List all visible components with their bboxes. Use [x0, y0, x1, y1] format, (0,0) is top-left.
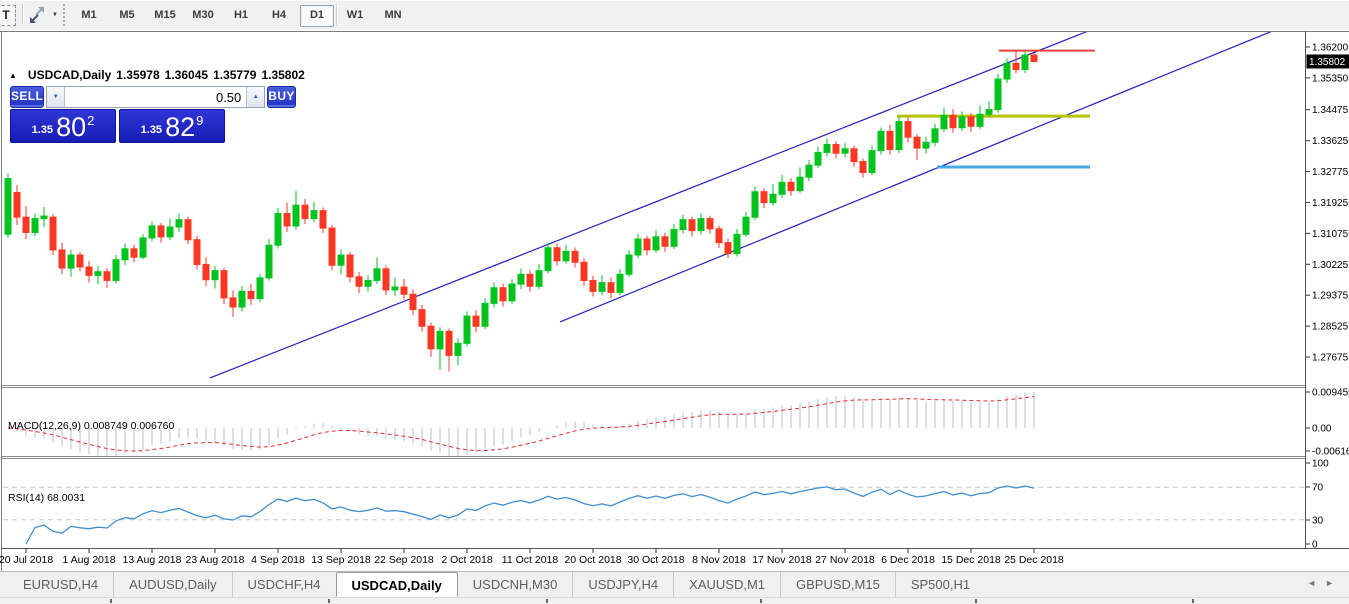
volume-input[interactable]: [65, 87, 246, 107]
buy-pips: 82: [165, 116, 195, 139]
svg-text:15 Dec 2018: 15 Dec 2018: [941, 554, 1001, 566]
tab-sp500-h1[interactable]: SP500,H1: [895, 572, 985, 597]
svg-text:1.35350: 1.35350: [1312, 73, 1349, 84]
svg-text:4 Sep 2018: 4 Sep 2018: [251, 554, 305, 566]
sell-price-panel[interactable]: 1.35 80 2: [10, 109, 116, 143]
top-toolbar: T ▼ M1 M5 M15 M30 H1 H4 D1 W1 MN: [0, 0, 1349, 31]
timeframe-mn[interactable]: MN: [376, 5, 410, 27]
svg-text:1.31075: 1.31075: [1312, 229, 1349, 240]
volume-increase-icon[interactable]: ▲: [246, 87, 264, 107]
svg-text:-0.006169: -0.006169: [1312, 447, 1349, 458]
svg-text:30 Oct 2018: 30 Oct 2018: [627, 554, 684, 566]
svg-text:20 Jul 2018: 20 Jul 2018: [0, 554, 53, 566]
timeframe-m30[interactable]: M30: [186, 5, 220, 27]
buy-button[interactable]: BUY: [267, 86, 296, 108]
volume-spinner: ▼ ▲: [46, 86, 265, 108]
tab-usdcnh-m30[interactable]: USDCNH,M30: [458, 572, 573, 597]
tab-usdjpy-h4[interactable]: USDJPY,H4: [572, 572, 673, 597]
chart-ohlc-title: ▲ USDCAD,Daily 1.35978 1.36045 1.35779 1.3580…: [9, 68, 305, 82]
sell-pips: 80: [56, 116, 86, 139]
timeframe-buttons: M1 M5 M15 M30 H1 H4 D1 W1 MN: [72, 5, 410, 27]
svg-text:0.00: 0.00: [1312, 424, 1332, 435]
timeframe-m5[interactable]: M5: [110, 5, 144, 27]
svg-text:27 Nov 2018: 27 Nov 2018: [815, 554, 875, 566]
ohlc-low: 1.35779: [213, 68, 256, 82]
svg-text:13 Aug 2018: 13 Aug 2018: [123, 554, 182, 566]
svg-text:1.36200: 1.36200: [1312, 43, 1349, 54]
tab-xauusd-m1[interactable]: XAUUSD,M1: [673, 572, 780, 597]
strip-divider: [760, 599, 762, 603]
svg-text:23 Aug 2018: 23 Aug 2018: [186, 554, 245, 566]
timeframe-m15[interactable]: M15: [148, 5, 182, 27]
tab-scroll-right-icon[interactable]: ►: [1325, 578, 1343, 588]
tab-audusd-daily[interactable]: AUDUSD,Daily: [113, 572, 231, 597]
svg-text:1.29375: 1.29375: [1312, 291, 1349, 302]
timeframe-w1[interactable]: W1: [338, 5, 372, 27]
svg-text:1.30225: 1.30225: [1312, 260, 1349, 271]
strip-divider: [328, 599, 330, 603]
strip-divider: [110, 599, 112, 603]
volume-decrease-icon[interactable]: ▼: [47, 87, 65, 107]
svg-text:100: 100: [1312, 459, 1329, 470]
tab-gbpusd-m15[interactable]: GBPUSD,M15: [780, 572, 895, 597]
arrange-arrows-icon: [28, 5, 46, 25]
svg-text:20 Oct 2018: 20 Oct 2018: [564, 554, 621, 566]
svg-text:1 Aug 2018: 1 Aug 2018: [62, 554, 115, 566]
svg-text:6 Dec 2018: 6 Dec 2018: [881, 554, 935, 566]
arrange-charts-button[interactable]: ▼: [28, 5, 58, 25]
svg-text:0.009459: 0.009459: [1312, 388, 1349, 399]
ohlc-high: 1.36045: [165, 68, 208, 82]
tab-usdcad-daily[interactable]: USDCAD,Daily: [336, 572, 458, 597]
svg-text:30: 30: [1312, 516, 1324, 527]
timeframe-d1[interactable]: D1: [300, 5, 334, 27]
svg-text:70: 70: [1312, 483, 1324, 494]
strip-divider: [975, 599, 977, 603]
svg-text:25 Dec 2018: 25 Dec 2018: [1004, 554, 1064, 566]
toolbar-separator: [22, 4, 23, 25]
svg-text:1.27675: 1.27675: [1312, 353, 1349, 364]
svg-text:1.35802: 1.35802: [1309, 57, 1346, 68]
timeframe-m1[interactable]: M1: [72, 5, 106, 27]
chart-tab-bar: EURUSD,H4 AUDUSD,Daily USDCHF,H4 USDCAD,…: [0, 571, 1349, 597]
svg-text:1.31925: 1.31925: [1312, 198, 1349, 209]
sell-button[interactable]: SELL: [10, 86, 44, 108]
timeframe-h4[interactable]: H4: [262, 5, 296, 27]
svg-text:1.33625: 1.33625: [1312, 136, 1349, 147]
toolbar-separator: [336, 4, 337, 25]
svg-text:17 Nov 2018: 17 Nov 2018: [752, 554, 812, 566]
svg-text:1.32775: 1.32775: [1312, 167, 1349, 178]
ohlc-open: 1.35978: [116, 68, 159, 82]
buy-price-panel[interactable]: 1.35 82 9: [119, 109, 225, 143]
rsi-indicator-label: RSI(14) 68.0031: [8, 492, 85, 504]
buy-pipette: 9: [196, 113, 203, 128]
strip-divider: [1192, 599, 1194, 603]
svg-text:2 Oct 2018: 2 Oct 2018: [441, 554, 493, 566]
svg-text:11 Oct 2018: 11 Oct 2018: [502, 554, 559, 566]
tab-scroll-left-icon[interactable]: ◄: [1307, 578, 1325, 588]
current-price-tag: 1.35802: [1307, 54, 1349, 68]
svg-text:1.34475: 1.34475: [1312, 105, 1349, 116]
buy-big-figure: 1.35: [141, 124, 162, 136]
text-tool-icon[interactable]: T: [0, 5, 16, 26]
toolbar-grip[interactable]: [63, 4, 68, 26]
macd-indicator-label: MACD(12,26,9) 0.008749 0.006760: [8, 420, 174, 432]
strip-divider: [546, 599, 548, 603]
svg-text:1.28525: 1.28525: [1312, 322, 1349, 333]
one-click-trading-panel: SELL ▼ ▲ BUY 1.35 80 2 1.35 82 9: [10, 86, 225, 143]
svg-text:13 Sep 2018: 13 Sep 2018: [311, 554, 371, 566]
chart-window: 1.36200 1.35350 1.34475 1.33625 1.32775 1.319…: [0, 30, 1349, 571]
chevron-down-icon: ▼: [52, 12, 58, 18]
tab-eurusd-h4[interactable]: EURUSD,H4: [8, 572, 113, 597]
svg-text:22 Sep 2018: 22 Sep 2018: [374, 554, 434, 566]
collapse-triangle-icon[interactable]: ▲: [9, 71, 17, 80]
timeframe-h1[interactable]: H1: [224, 5, 258, 27]
svg-text:0: 0: [1312, 540, 1318, 551]
ohlc-close: 1.35802: [261, 68, 304, 82]
svg-text:8 Nov 2018: 8 Nov 2018: [692, 554, 746, 566]
sell-pipette: 2: [87, 113, 94, 128]
tab-usdchf-h4[interactable]: USDCHF,H4: [232, 572, 336, 597]
chart-symbol-period: USDCAD,Daily: [28, 68, 111, 82]
tab-scroll-arrows: ◄►: [1307, 578, 1343, 588]
sell-big-figure: 1.35: [32, 124, 53, 136]
